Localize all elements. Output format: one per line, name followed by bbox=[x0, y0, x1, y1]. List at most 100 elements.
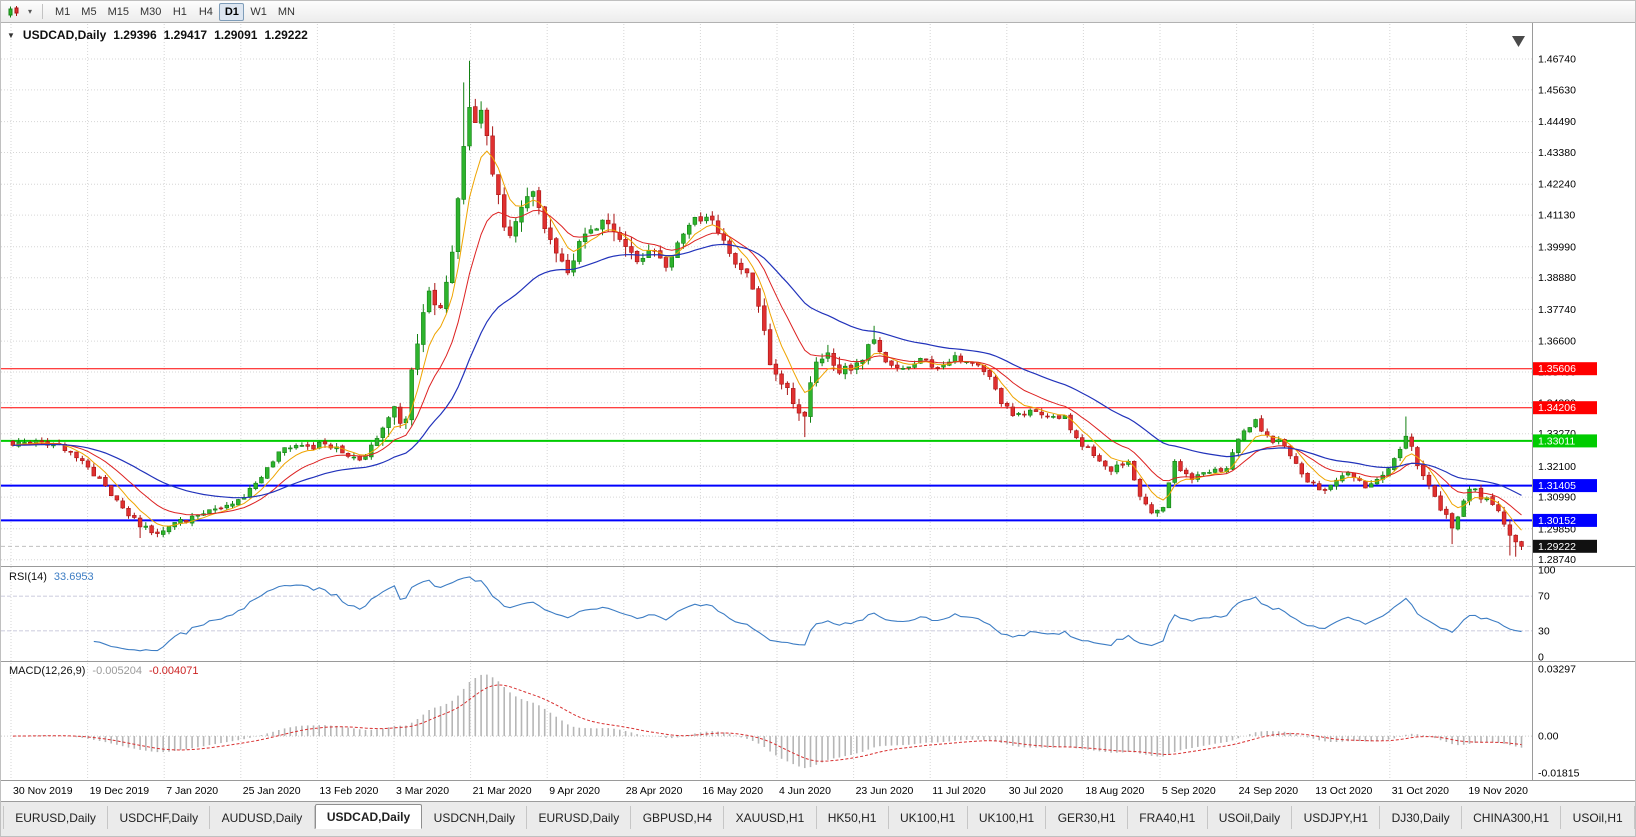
svg-text:1.42240: 1.42240 bbox=[1538, 179, 1576, 191]
tab-xauusd-h1[interactable]: XAUUSD,H1 bbox=[724, 806, 817, 829]
rsi-indicator-name: RSI(14) bbox=[9, 571, 47, 583]
svg-text:70: 70 bbox=[1538, 591, 1550, 603]
svg-text:1.45630: 1.45630 bbox=[1538, 84, 1576, 96]
tab-fra40-h1[interactable]: FRA40,H1 bbox=[1128, 806, 1208, 829]
moving-averages bbox=[12, 150, 1522, 531]
level-price-label-1.31405: 1.31405 bbox=[1533, 479, 1597, 493]
macd-histogram bbox=[17, 674, 1523, 769]
tab-usdjpy-h1[interactable]: USDJPY,H1 bbox=[1292, 806, 1381, 829]
level-price-label-1.30152: 1.30152 bbox=[1533, 513, 1597, 527]
tab-uk100-h1[interactable]: UK100,H1 bbox=[968, 806, 1047, 829]
macd-axis[interactable]: 0.03297 0.00 -0.01815 bbox=[1538, 664, 1580, 780]
svg-text:30 Jul 2020: 30 Jul 2020 bbox=[1009, 785, 1063, 797]
macd-indicator-name: MACD(12,26,9) bbox=[9, 665, 86, 677]
chart-canvas[interactable]: 1.46740 1.45630 1.44490 1.43380 1.42240 1.411… bbox=[1, 1, 1636, 801]
tab-eurusd-daily[interactable]: EURUSD,Daily bbox=[527, 806, 632, 829]
svg-text:5 Sep 2020: 5 Sep 2020 bbox=[1162, 785, 1216, 797]
timeframe-button-mn[interactable]: MN bbox=[277, 5, 295, 18]
candlestick-series bbox=[10, 60, 1524, 557]
chevron-down-icon[interactable]: ▾ bbox=[27, 7, 32, 16]
tab-dj30-daily[interactable]: DJ30,Daily bbox=[1380, 806, 1462, 829]
svg-text:1.36600: 1.36600 bbox=[1538, 336, 1576, 348]
svg-text:1.30152: 1.30152 bbox=[1538, 515, 1576, 527]
candlestick-chart-icon[interactable] bbox=[5, 4, 23, 20]
svg-text:-0.01815: -0.01815 bbox=[1538, 768, 1580, 780]
macd-main-value: -0.005204 bbox=[92, 665, 142, 677]
tab-gbpusd-h4[interactable]: GBPUSD,H4 bbox=[631, 806, 725, 829]
svg-text:11 Jul 2020: 11 Jul 2020 bbox=[932, 785, 986, 797]
svg-text:1.34206: 1.34206 bbox=[1538, 402, 1576, 414]
tab-usoil-daily[interactable]: USOil,Daily bbox=[1208, 806, 1293, 829]
macd-pane-label: MACD(12,26,9) -0.005204 -0.004071 bbox=[9, 665, 199, 677]
timeframe-button-d1[interactable]: D1 bbox=[219, 2, 245, 21]
tab-audusd-daily[interactable]: AUDUSD,Daily bbox=[210, 806, 315, 829]
level-price-label-1.34206: 1.34206 bbox=[1533, 401, 1597, 415]
svg-text:3 Mar 2020: 3 Mar 2020 bbox=[396, 785, 449, 797]
svg-text:1.31405: 1.31405 bbox=[1538, 480, 1576, 492]
svg-text:30: 30 bbox=[1538, 625, 1550, 637]
ohlc-close-value: 1.29222 bbox=[264, 28, 308, 42]
svg-text:25 Jan 2020: 25 Jan 2020 bbox=[243, 785, 301, 797]
rsi-axis[interactable]: 100 70 30 0 bbox=[1538, 565, 1556, 664]
timeframe-button-w1[interactable]: W1 bbox=[250, 5, 267, 18]
grid bbox=[1, 24, 1532, 780]
tab-usdchf-daily[interactable]: USDCHF,Daily bbox=[108, 806, 211, 829]
svg-text:9 Apr 2020: 9 Apr 2020 bbox=[549, 785, 600, 797]
svg-text:13 Oct 2020: 13 Oct 2020 bbox=[1315, 785, 1372, 797]
timeframe-button-m15[interactable]: M15 bbox=[107, 5, 129, 18]
svg-text:28 Apr 2020: 28 Apr 2020 bbox=[626, 785, 683, 797]
svg-text:1.39990: 1.39990 bbox=[1538, 241, 1576, 253]
svg-text:24 Sep 2020: 24 Sep 2020 bbox=[1239, 785, 1299, 797]
svg-text:1.33011: 1.33011 bbox=[1538, 435, 1575, 447]
current-price-label: 1.29222 bbox=[1533, 539, 1597, 553]
svg-text:1.41130: 1.41130 bbox=[1538, 210, 1575, 222]
level-price-label-1.33011: 1.33011 bbox=[1533, 434, 1597, 448]
triangle-down-icon[interactable]: ▼ bbox=[7, 30, 15, 40]
chart-ohlc-header: ▼ USDCAD,Daily 1.29396 1.29417 1.29091 1… bbox=[7, 28, 308, 42]
chart-tab-bar: EURUSD,Daily USDCHF,Daily AUDUSD,Daily USDC… bbox=[1, 801, 1635, 836]
svg-text:18 Aug 2020: 18 Aug 2020 bbox=[1085, 785, 1144, 797]
svg-text:100: 100 bbox=[1538, 565, 1556, 577]
svg-text:0: 0 bbox=[1538, 652, 1544, 664]
rsi-indicator-value: 33.6953 bbox=[53, 571, 94, 583]
time-axis[interactable]: 30 Nov 2019 19 Dec 2019 7 Jan 2020 25 Jan 2… bbox=[13, 785, 1528, 797]
macd-pane bbox=[1, 674, 1532, 769]
rsi-pane bbox=[1, 576, 1532, 652]
svg-text:23 Jun 2020: 23 Jun 2020 bbox=[856, 785, 914, 797]
timeframe-button-m30[interactable]: M30 bbox=[139, 5, 162, 18]
svg-text:7 Jan 2020: 7 Jan 2020 bbox=[166, 785, 218, 797]
macd-signal-value: -0.004071 bbox=[148, 665, 199, 677]
tab-ger30-h1[interactable]: GER30,H1 bbox=[1046, 806, 1128, 829]
chart-shift-marker-icon[interactable] bbox=[1512, 36, 1525, 47]
rsi-pane-label: RSI(14) 33.6953 bbox=[9, 571, 94, 583]
ohlc-high-value: 1.29417 bbox=[163, 28, 208, 42]
svg-text:1.37740: 1.37740 bbox=[1538, 304, 1576, 316]
ohlc-low-value: 1.29091 bbox=[214, 28, 258, 42]
tab-usdcnh-daily[interactable]: USDCNH,Daily bbox=[422, 806, 528, 829]
svg-text:19 Dec 2019: 19 Dec 2019 bbox=[90, 785, 150, 797]
timeframe-button-m1[interactable]: M1 bbox=[55, 5, 71, 18]
timeframe-button-m5[interactable]: M5 bbox=[81, 5, 97, 18]
timeframe-button-h1[interactable]: H1 bbox=[172, 5, 187, 18]
timeframe-button-h4[interactable]: H4 bbox=[198, 5, 213, 18]
symbol-timeframe-label: USDCAD,Daily bbox=[22, 28, 107, 42]
tab-usoil-h1[interactable]: USOil,H1 bbox=[1561, 806, 1635, 829]
tab-china300-h1[interactable]: CHINA300,H1 bbox=[1462, 806, 1562, 829]
timeframe-toolbar: ▾ M1 M5 M15 M30 H1 H4 D1 W1 MN bbox=[1, 1, 1635, 23]
ma-mid-line bbox=[12, 209, 1522, 516]
svg-text:30 Nov 2019: 30 Nov 2019 bbox=[13, 785, 73, 797]
tab-hk50-h1[interactable]: HK50,H1 bbox=[817, 806, 889, 829]
tab-uk100-h1[interactable]: UK100,H1 bbox=[889, 806, 968, 829]
svg-text:1.38880: 1.38880 bbox=[1538, 272, 1576, 284]
svg-text:19 Nov 2020: 19 Nov 2020 bbox=[1468, 785, 1528, 797]
svg-text:0.03297: 0.03297 bbox=[1538, 664, 1576, 676]
tab-usdcad-daily[interactable]: USDCAD,Daily bbox=[314, 804, 423, 829]
svg-text:1.30990: 1.30990 bbox=[1538, 492, 1576, 504]
svg-text:31 Oct 2020: 31 Oct 2020 bbox=[1392, 785, 1449, 797]
svg-text:1.46740: 1.46740 bbox=[1538, 54, 1576, 66]
pane-separators[interactable] bbox=[1, 23, 1636, 781]
svg-text:1.35606: 1.35606 bbox=[1538, 363, 1576, 375]
svg-text:21 Mar 2020: 21 Mar 2020 bbox=[473, 785, 532, 797]
tab-eurusd-daily[interactable]: EURUSD,Daily bbox=[3, 806, 109, 829]
